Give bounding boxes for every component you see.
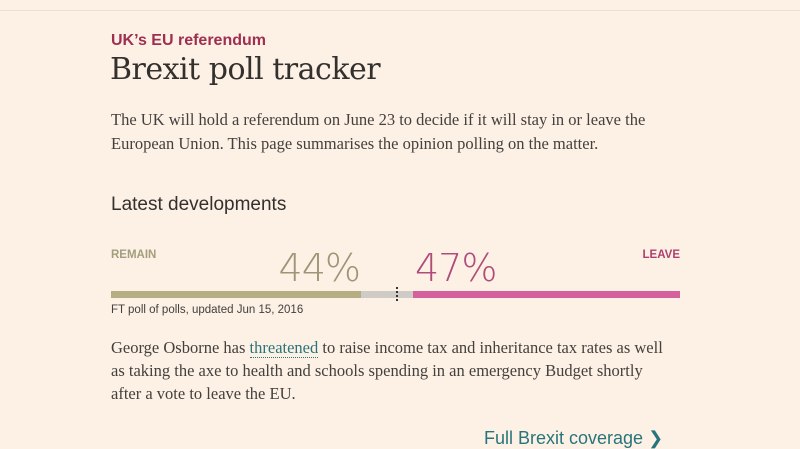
full-coverage-label: Full Brexit coverage bbox=[484, 428, 644, 448]
remain-bar bbox=[111, 291, 362, 298]
leave-percent: 47% bbox=[415, 246, 497, 290]
full-coverage-link[interactable]: Full Brexit coverage ❯ bbox=[484, 428, 663, 449]
remain-percent: 44% bbox=[278, 246, 361, 290]
subheading: Latest developments bbox=[111, 194, 287, 215]
top-divider bbox=[0, 10, 800, 11]
section-kicker[interactable]: UK’s EU referendum bbox=[111, 32, 266, 49]
story-text-end: to raise income tax and inheritance tax … bbox=[111, 338, 663, 403]
remain-label: REMAIN bbox=[111, 249, 157, 261]
threatened-link[interactable]: threatened bbox=[249, 338, 319, 358]
intro-text: The UK will hold a referendum on June 23… bbox=[111, 110, 646, 153]
midpoint-marker bbox=[395, 287, 398, 301]
poll-bar bbox=[111, 287, 680, 301]
chevron-right-icon: ❯ bbox=[648, 428, 664, 448]
poll-note: FT poll of polls, updated Jun 15, 2016 bbox=[111, 304, 304, 316]
leave-label: LEAVE bbox=[642, 249, 681, 261]
leave-bar bbox=[412, 291, 680, 298]
story-text-start: George Osborne has bbox=[111, 338, 250, 357]
page-title: Brexit poll tracker bbox=[110, 52, 381, 87]
story-text: George Osborne has threatened to raise i… bbox=[111, 336, 671, 405]
